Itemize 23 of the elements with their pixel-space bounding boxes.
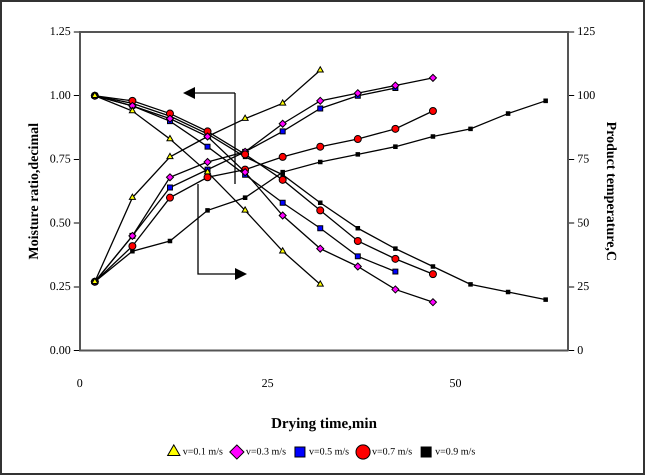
x-tick-label: 25 [262,376,274,390]
y2-tick-label: 125 [577,24,596,38]
y2-tick-label: 0 [577,342,584,357]
legend-label: v=0.1 m/s [182,446,223,458]
legend-label: v=0.9 m/s [435,446,476,458]
y-tick-label: 1.00 [50,88,71,102]
x-axis-title: Drying time,min [271,416,378,432]
y2-tick-label: 25 [577,279,590,294]
y2-tick-label: 100 [577,88,596,102]
y-axis-title: Moisture ratio,decimal [27,122,42,260]
y2-axis-title: Product temperature,C [602,122,618,262]
y-tick-label: 0.25 [50,279,71,294]
legend-label: v=0.5 m/s [308,446,350,458]
legend-label: v=0.7 m/s [372,446,412,458]
y2-tick-label: 50 [577,215,590,230]
y-tick-label: 1.25 [50,24,71,38]
y-tick-label: 0.50 [50,215,71,230]
legend-label: v=0.3 m/s [246,446,286,458]
y-tick-label: 0.00 [50,342,71,357]
y-tick-label: 0.75 [50,152,71,166]
y2-tick-label: 75 [577,152,590,166]
x-tick-label: 50 [449,376,462,390]
x-tick-label: 0 [76,376,83,390]
